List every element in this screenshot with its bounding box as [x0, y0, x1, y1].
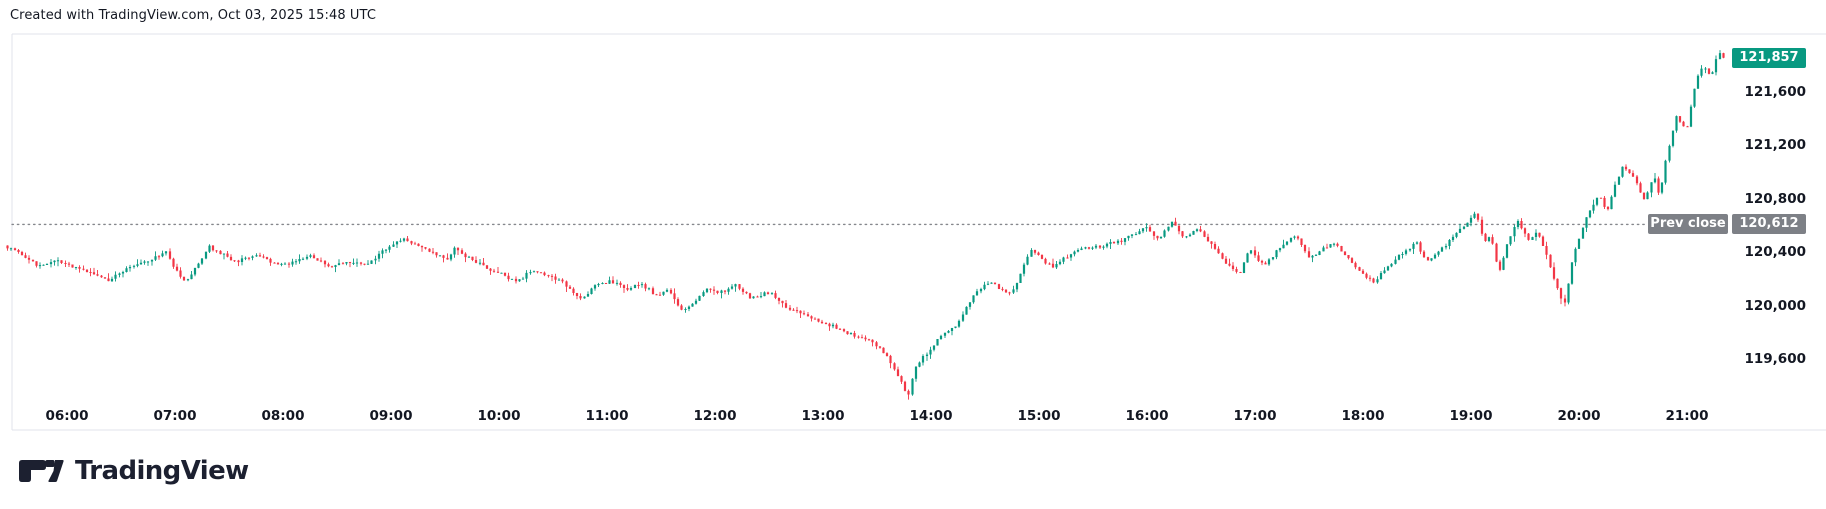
price-axis-label: 120,000	[1744, 297, 1807, 314]
time-axis-label: 11:00	[585, 408, 629, 424]
prev-close-value: 120,612	[1732, 214, 1806, 234]
tradingview-logo-icon	[19, 460, 64, 482]
time-axis-label: 18:00	[1341, 408, 1385, 424]
last-price-badge: 121,857	[1732, 48, 1806, 68]
time-axis-label: 08:00	[261, 408, 305, 424]
price-axis-label: 121,600	[1744, 84, 1807, 100]
time-axis-label: 20:00	[1557, 408, 1601, 424]
prev-close-label: Prev close	[1648, 214, 1728, 234]
time-axis-label: 13:00	[801, 408, 845, 424]
time-axis-label: 21:00	[1665, 408, 1709, 424]
tradingview-logo-text: TradingView	[75, 456, 249, 486]
time-axis-label: 12:00	[693, 408, 737, 424]
time-axis-label: 06:00	[45, 408, 89, 424]
price-axis-label: 119,600	[1744, 351, 1807, 367]
price-axis-label: 121,200	[1744, 137, 1807, 154]
time-axis-label: 19:00	[1449, 408, 1493, 424]
price-axis-label: 120,800	[1744, 190, 1807, 207]
time-axis-label: 10:00	[477, 408, 521, 424]
time-axis-label: 07:00	[153, 408, 197, 424]
credit-text: Created with TradingView.com, Oct 03, 20…	[10, 8, 377, 23]
time-axis-label: 15:00	[1017, 408, 1061, 424]
time-axis-label: 17:00	[1233, 408, 1277, 424]
tradingview-logo: TradingView	[16, 456, 249, 486]
time-axis-label: 14:00	[909, 408, 953, 424]
time-axis-label: 09:00	[369, 408, 413, 424]
time-axis-label: 16:00	[1125, 408, 1169, 424]
price-axis-label: 120,400	[1744, 244, 1807, 261]
